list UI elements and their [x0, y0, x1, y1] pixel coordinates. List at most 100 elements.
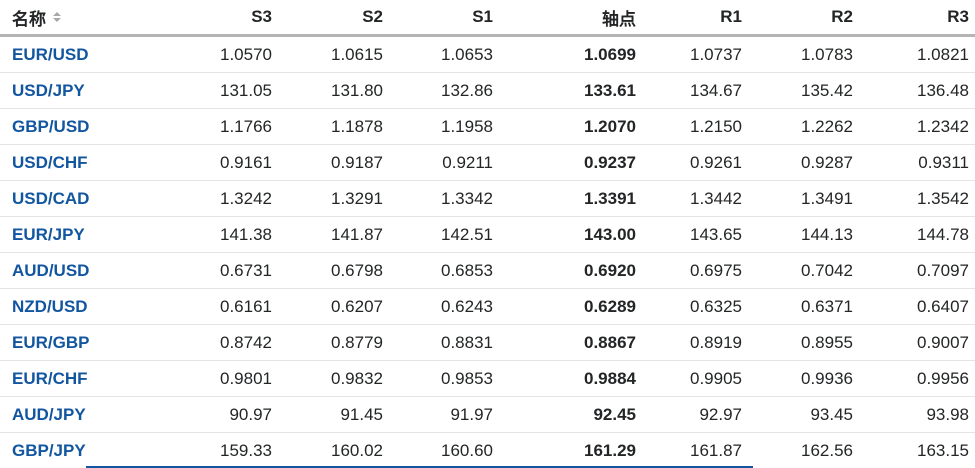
pair-cell: USD/JPY	[0, 72, 165, 109]
table-row: NZD/USD 0.6161 0.6207 0.6243 0.6289 0.63…	[0, 288, 975, 325]
table-row: USD/CAD 1.3242 1.3291 1.3342 1.3391 1.34…	[0, 180, 975, 217]
pair-cell: EUR/JPY	[0, 216, 165, 253]
pair-cell: AUD/JPY	[0, 396, 165, 433]
s3-value: 1.3242	[165, 180, 278, 217]
r1-value: 1.0737	[642, 35, 748, 73]
table-header: 名称 S3 S2 S1 轴点 R1 R2 R3	[0, 0, 975, 37]
s3-value: 0.8742	[165, 324, 278, 361]
s2-value: 131.80	[278, 72, 389, 109]
r2-value: 1.2262	[748, 108, 859, 145]
column-header-r2[interactable]: R2	[748, 0, 859, 37]
column-header-r3[interactable]: R3	[859, 0, 975, 37]
r2-value: 144.13	[748, 216, 859, 253]
s3-value: 1.0570	[165, 35, 278, 73]
pair-cell: EUR/USD	[0, 35, 165, 73]
pivot-value: 92.45	[499, 396, 642, 433]
s3-value: 141.38	[165, 216, 278, 253]
column-header-s3[interactable]: S3	[165, 0, 278, 37]
r3-value: 0.7097	[859, 252, 975, 289]
s1-value: 0.6853	[389, 252, 499, 289]
s3-value: 0.6161	[165, 288, 278, 325]
pair-cell: GBP/USD	[0, 108, 165, 145]
pair-link[interactable]: AUD/USD	[12, 260, 90, 280]
pivot-value: 143.00	[499, 216, 642, 253]
s2-value: 0.9832	[278, 360, 389, 397]
header-row: 名称 S3 S2 S1 轴点 R1 R2 R3	[0, 0, 975, 37]
column-header-name[interactable]: 名称	[0, 0, 165, 37]
r3-value: 1.2342	[859, 108, 975, 145]
r1-value: 0.6975	[642, 252, 748, 289]
r1-value: 134.67	[642, 72, 748, 109]
pair-link[interactable]: EUR/JPY	[12, 224, 85, 244]
r3-value: 136.48	[859, 72, 975, 109]
column-header-pivot[interactable]: 轴点	[499, 0, 642, 37]
pair-link[interactable]: USD/JPY	[12, 80, 85, 100]
s1-value: 91.97	[389, 396, 499, 433]
r2-value: 0.9936	[748, 360, 859, 397]
sort-up-icon	[53, 12, 61, 16]
pair-link[interactable]: EUR/CHF	[12, 368, 88, 388]
s2-value: 160.02	[278, 432, 389, 468]
table-row: EUR/CHF 0.9801 0.9832 0.9853 0.9884 0.99…	[0, 360, 975, 397]
pair-cell: NZD/USD	[0, 288, 165, 325]
r1-value: 143.65	[642, 216, 748, 253]
s3-value: 0.6731	[165, 252, 278, 289]
s1-value: 0.8831	[389, 324, 499, 361]
column-header-s1[interactable]: S1	[389, 0, 499, 37]
r3-value: 144.78	[859, 216, 975, 253]
pivot-value: 0.6289	[499, 288, 642, 325]
pivot-value: 1.0699	[499, 35, 642, 73]
s3-value: 90.97	[165, 396, 278, 433]
r2-value: 1.0783	[748, 35, 859, 73]
pair-link[interactable]: AUD/JPY	[12, 404, 86, 424]
pivot-value: 0.6920	[499, 252, 642, 289]
table-row: USD/CHF 0.9161 0.9187 0.9211 0.9237 0.92…	[0, 144, 975, 181]
pivot-value: 133.61	[499, 72, 642, 109]
r3-value: 1.0821	[859, 35, 975, 73]
table-row: AUD/JPY 90.97 91.45 91.97 92.45 92.97 93…	[0, 396, 975, 433]
s2-value: 0.8779	[278, 324, 389, 361]
r3-value: 0.9956	[859, 360, 975, 397]
table-row: EUR/USD 1.0570 1.0615 1.0653 1.0699 1.07…	[0, 35, 975, 73]
pair-cell: GBP/JPY	[0, 432, 165, 468]
pivot-value: 0.9237	[499, 144, 642, 181]
r2-value: 0.7042	[748, 252, 859, 289]
r3-value: 0.6407	[859, 288, 975, 325]
pair-link[interactable]: EUR/USD	[12, 44, 89, 64]
column-header-name-label: 名称	[12, 9, 46, 29]
pair-cell: EUR/GBP	[0, 324, 165, 361]
s2-value: 0.6798	[278, 252, 389, 289]
s2-value: 0.6207	[278, 288, 389, 325]
r3-value: 163.15	[859, 432, 975, 468]
r1-value: 1.2150	[642, 108, 748, 145]
r1-value: 1.3442	[642, 180, 748, 217]
sort-down-icon	[53, 18, 61, 22]
s1-value: 0.9853	[389, 360, 499, 397]
r3-value: 0.9311	[859, 144, 975, 181]
r2-value: 0.9287	[748, 144, 859, 181]
column-header-s2[interactable]: S2	[278, 0, 389, 37]
s3-value: 131.05	[165, 72, 278, 109]
r1-value: 0.9261	[642, 144, 748, 181]
column-header-r1[interactable]: R1	[642, 0, 748, 37]
s2-value: 1.0615	[278, 35, 389, 73]
r3-value: 93.98	[859, 396, 975, 433]
pair-cell: AUD/USD	[0, 252, 165, 289]
pair-link[interactable]: USD/CAD	[12, 188, 90, 208]
pair-link[interactable]: GBP/USD	[12, 116, 90, 136]
r1-value: 161.87	[642, 432, 748, 468]
s2-value: 91.45	[278, 396, 389, 433]
pair-link[interactable]: GBP/JPY	[12, 440, 86, 460]
pair-link[interactable]: EUR/GBP	[12, 332, 90, 352]
pair-cell: EUR/CHF	[0, 360, 165, 397]
s1-value: 1.0653	[389, 35, 499, 73]
sort-arrows-icon	[53, 12, 61, 22]
table-row: USD/JPY 131.05 131.80 132.86 133.61 134.…	[0, 72, 975, 109]
pair-link[interactable]: USD/CHF	[12, 152, 88, 172]
pair-link[interactable]: NZD/USD	[12, 296, 88, 316]
r1-value: 0.9905	[642, 360, 748, 397]
table-row: EUR/GBP 0.8742 0.8779 0.8831 0.8867 0.89…	[0, 324, 975, 361]
cutoff-blue-bar	[86, 466, 753, 468]
